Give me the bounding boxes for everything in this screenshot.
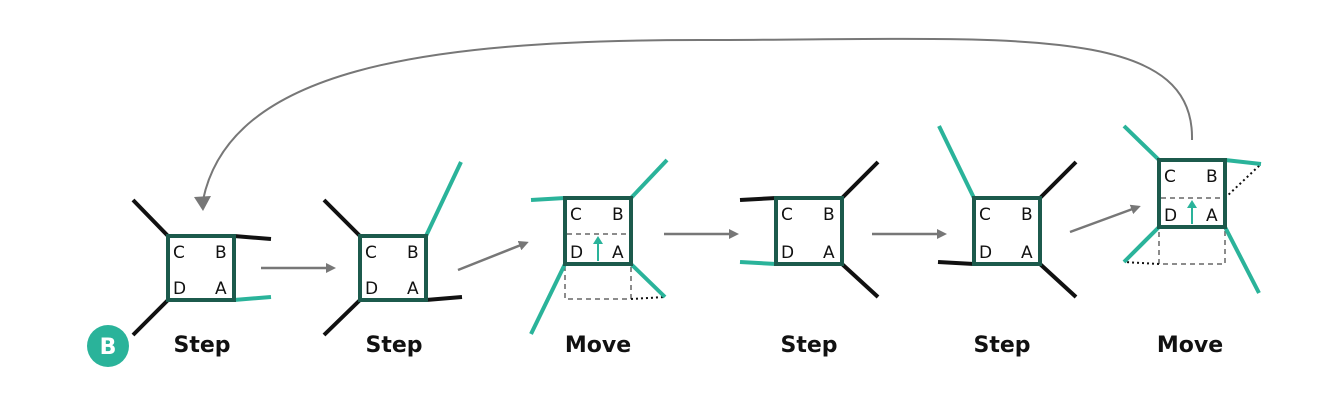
stage-4-robot: C B D A (739, 160, 880, 299)
leg-c (131, 198, 170, 238)
ghost-leg-d (1123, 261, 1160, 265)
corner-d: D (365, 279, 378, 299)
arrow-5-6 (1069, 204, 1141, 234)
corner-a: A (407, 279, 419, 299)
stage-5-label: Step (973, 333, 1030, 358)
ghost-leg-b (1224, 163, 1262, 199)
leg-d (529, 263, 567, 335)
leg-c (937, 125, 976, 199)
move-arrow-icon (593, 236, 603, 244)
corner-a: A (1021, 243, 1033, 263)
stage-1-label: Step (173, 333, 230, 358)
robot-body (166, 234, 236, 302)
leg-d (131, 298, 170, 337)
leg-b (424, 161, 463, 237)
badge-label: B (100, 335, 117, 360)
corner-d: D (1164, 206, 1177, 226)
corner-c: C (365, 243, 377, 263)
stage-5-robot: C B D A (937, 125, 1078, 299)
corner-b: B (1021, 205, 1033, 225)
leg-b (1038, 160, 1078, 200)
robot-body (358, 234, 428, 302)
stage-1-robot: C B D A (131, 198, 272, 337)
leg-d (322, 298, 362, 337)
leg-c (739, 196, 777, 202)
leg-d (937, 260, 975, 266)
corner-b: B (823, 205, 835, 225)
corner-b: B (612, 205, 624, 225)
corner-a: A (823, 243, 835, 263)
leg-a (840, 262, 880, 299)
corner-d: D (570, 243, 583, 263)
corner-a: A (612, 243, 624, 263)
corner-c: C (781, 205, 793, 225)
stage-3-robot: C B D A (529, 158, 669, 335)
corner-c: C (1164, 167, 1176, 187)
corner-a: A (1206, 206, 1218, 226)
corner-b: B (407, 243, 419, 263)
robot-body (774, 196, 844, 266)
robot-body (972, 196, 1042, 266)
corner-b: B (215, 243, 227, 263)
leg-a (1038, 262, 1078, 299)
leg-c (1122, 124, 1161, 162)
leg-c (530, 196, 566, 202)
stage-3-label: Move (565, 333, 631, 358)
corner-c: C (979, 205, 991, 225)
stage-4-label: Step (780, 333, 837, 358)
leg-a (1223, 226, 1261, 294)
stage-6-label: Move (1157, 333, 1223, 358)
stage-2-robot: C B D A (322, 161, 463, 337)
corner-d: D (979, 243, 992, 263)
leg-d (739, 260, 777, 266)
leg-a (425, 295, 463, 302)
arrow-2-3 (457, 240, 529, 272)
ghost-leg-a (630, 296, 666, 300)
leg-c (322, 198, 362, 238)
corner-c: C (570, 205, 582, 225)
corner-a: A (215, 279, 227, 299)
leg-a (233, 295, 272, 302)
loop-arrow (202, 37, 1194, 201)
leg-b (629, 158, 669, 200)
leg-d (1122, 225, 1161, 264)
corner-d: D (173, 279, 186, 299)
stage-6-robot: C B D A (1122, 124, 1262, 294)
leg-b (840, 160, 880, 200)
corner-b: B (1206, 167, 1218, 187)
corner-c: C (173, 243, 185, 263)
leg-a (629, 262, 667, 299)
move-arrow-icon (1187, 200, 1197, 208)
badge: B (87, 325, 129, 367)
stage-2-label: Step (365, 333, 422, 358)
leg-b (1224, 158, 1262, 166)
leg-b (233, 234, 272, 241)
badge-circle (87, 325, 129, 367)
corner-d: D (781, 243, 794, 263)
loop-arrowhead (194, 196, 211, 211)
